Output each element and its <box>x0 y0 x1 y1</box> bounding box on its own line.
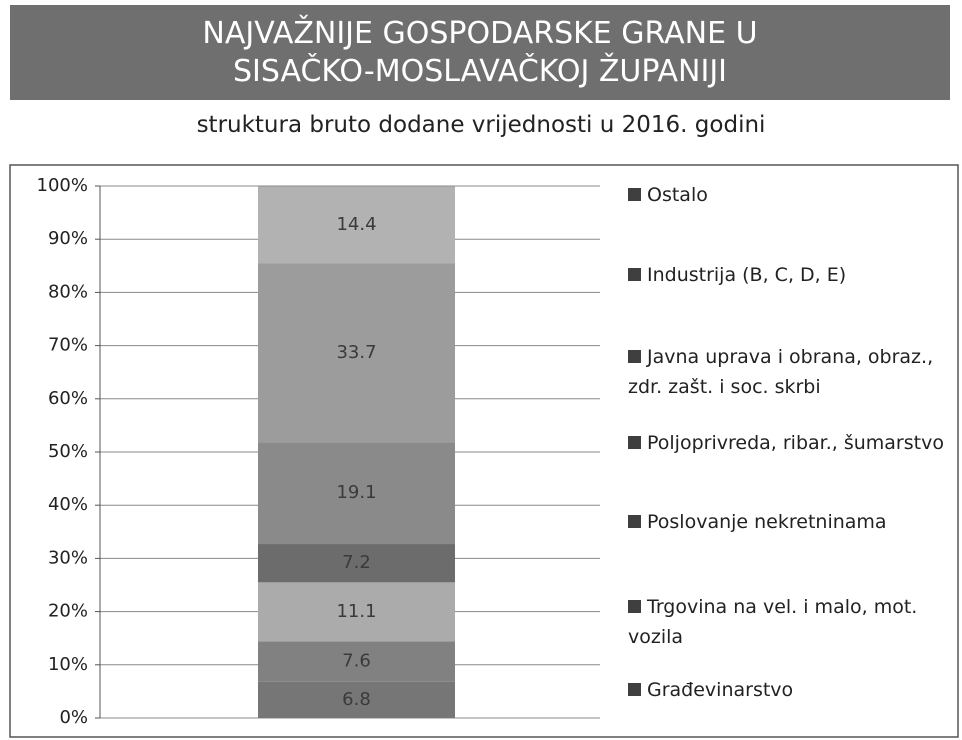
data-label: 11.1 <box>336 601 376 622</box>
legend-item: Poljoprivreda, ribar., šumarstvo <box>628 428 958 458</box>
legend-marker <box>628 515 641 528</box>
legend-label: Javna uprava i obrana, obraz., zdr. zašt… <box>628 346 934 398</box>
legend-marker <box>628 188 641 201</box>
legend-item: Industrija (B, C, D, E) <box>628 260 958 290</box>
chart-subtitle: struktura bruto dodane vrijednosti u 201… <box>196 112 766 138</box>
legend-label: Poslovanje nekretninama <box>647 511 887 533</box>
bar-segment <box>258 263 455 443</box>
legend-item: Javna uprava i obrana, obraz., zdr. zašt… <box>628 342 958 402</box>
legend-marker <box>628 350 641 363</box>
legend-label: Ostalo <box>647 184 708 206</box>
legend-marker <box>628 436 641 449</box>
y-tick-label: 30% <box>48 547 88 568</box>
y-tick-label: 10% <box>48 654 88 675</box>
y-tick-label: 50% <box>48 441 88 462</box>
legend-label: Industrija (B, C, D, E) <box>647 264 847 286</box>
y-tick-label: 100% <box>37 175 88 196</box>
legend-marker <box>628 600 641 613</box>
legend-marker <box>628 683 641 696</box>
bar-segment <box>258 186 455 264</box>
chart-frame <box>9 164 959 738</box>
bar-segment <box>258 641 455 682</box>
legend-item: Građevinarstvo <box>628 675 958 705</box>
legend-item: Ostalo <box>628 180 958 210</box>
y-tick-label: 40% <box>48 494 88 515</box>
legend-item: Poslovanje nekretninama <box>628 507 958 537</box>
legend-item: Trgovina na vel. i malo, mot. vozila <box>628 592 958 652</box>
data-label: 7.2 <box>342 552 371 573</box>
y-tick-label: 0% <box>59 707 88 728</box>
data-label: 6.8 <box>342 689 371 710</box>
y-tick-label: 60% <box>48 388 88 409</box>
data-label: 33.7 <box>336 342 376 363</box>
legend-label: Građevinarstvo <box>647 679 794 701</box>
data-label: 14.4 <box>336 214 376 235</box>
legend-marker <box>628 268 641 281</box>
y-tick-label: 20% <box>48 601 88 622</box>
bar-segment <box>258 544 455 583</box>
y-tick-label: 80% <box>48 281 88 302</box>
legend-label: Poljoprivreda, ribar., šumarstvo <box>647 432 944 454</box>
y-tick-label: 90% <box>48 228 88 249</box>
chart-title: NAJVAŽNIJE GOSPODARSKE GRANE U SISAČKO-M… <box>10 5 950 100</box>
y-tick-label: 70% <box>48 335 88 356</box>
data-label: 7.6 <box>342 651 371 672</box>
legend-label: Trgovina na vel. i malo, mot. vozila <box>628 596 918 648</box>
bar-segment <box>258 582 455 642</box>
bar-segment <box>258 681 455 718</box>
bar-segment <box>258 442 455 545</box>
data-label: 19.1 <box>336 482 376 503</box>
